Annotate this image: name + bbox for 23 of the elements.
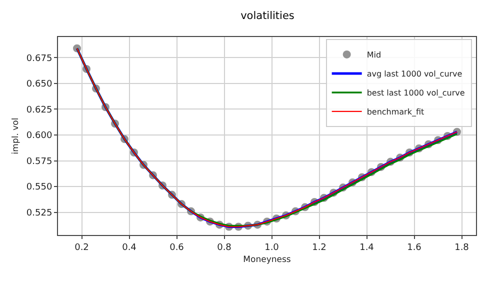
- y-tick-label: 0.525: [26, 208, 52, 218]
- legend-label: benchmark_fit: [366, 108, 424, 117]
- y-tick-label: 0.675: [26, 54, 52, 64]
- y-tick-label: 0.575: [26, 156, 52, 167]
- y-tick-label: 0.650: [26, 80, 52, 90]
- x-tick-label: 1.8: [454, 242, 470, 253]
- x-tick-label: 0.6: [170, 242, 184, 253]
- x-tick-label: 1.4: [360, 242, 374, 253]
- x-tick-label: 1.0: [264, 242, 280, 253]
- y-tick-label: 0.550: [26, 182, 52, 193]
- x-tick-label: 0.4: [122, 242, 137, 253]
- legend-label: Mid: [366, 50, 382, 60]
- legend-label: avg last 1000 vol_curve: [366, 70, 462, 79]
- x-tick-label: 1.6: [407, 242, 422, 253]
- x-tick-label: 1.2: [312, 242, 326, 253]
- x-tick-label: 0.8: [217, 242, 232, 253]
- chart-title: volatilities: [240, 10, 294, 22]
- x-axis-title: Moneyness: [243, 255, 292, 266]
- legend-label: best last 1000 vol_curve: [366, 88, 465, 98]
- y-axis-title: impl. vol: [10, 118, 21, 154]
- x-tick-label: 0.2: [74, 242, 89, 253]
- y-tick-label: 0.600: [26, 131, 52, 142]
- y-tick-label: 0.625: [26, 105, 52, 116]
